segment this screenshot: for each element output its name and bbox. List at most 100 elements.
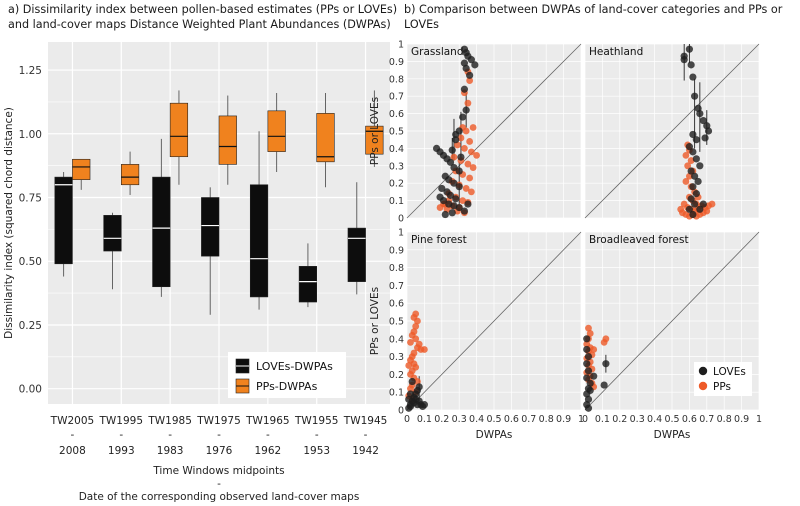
facet-y-tick-label: 0.1 xyxy=(389,388,404,399)
x-tick-label-year: 2008 xyxy=(59,445,86,457)
loves-point xyxy=(602,360,610,368)
x-tick-label-year: 1962 xyxy=(254,445,281,457)
loves-point xyxy=(691,92,699,100)
loves-point xyxy=(450,163,458,172)
loves-point xyxy=(441,210,449,219)
facet-title: Heathland xyxy=(589,46,643,58)
loves-point xyxy=(699,116,707,125)
x-tick-label-year: 1976 xyxy=(206,445,233,457)
facet-x-tick-label: 0.1 xyxy=(595,414,610,425)
facet-x-tick-label: 0.2 xyxy=(434,414,449,425)
loves-point xyxy=(687,61,695,69)
box-body xyxy=(169,102,189,158)
pps-point xyxy=(412,322,420,330)
x-tick-label-tw: TW1965 xyxy=(245,415,290,427)
facet-x-tick-label: 0.1 xyxy=(417,414,432,425)
facet-title: Broadleaved forest xyxy=(589,234,689,246)
pps-point xyxy=(462,185,470,192)
loves-point xyxy=(460,207,469,215)
loves-point xyxy=(685,205,694,213)
boxplot-chart: 0.00 0.25 0.50 0.75 1.00 1.25 TW2005 - 2008 TW199… xyxy=(3,42,390,503)
pps-point xyxy=(585,324,592,332)
pps-point xyxy=(586,330,594,337)
facet-title: Pine forest xyxy=(411,234,467,246)
x-axis-title: - xyxy=(217,478,221,490)
loves-point xyxy=(415,383,423,391)
scatter-legend-key xyxy=(698,366,708,376)
box-body xyxy=(365,125,384,155)
pps-point xyxy=(682,151,690,159)
x-axis-title: Date of the corresponding observed land-… xyxy=(79,491,360,503)
loves-point xyxy=(406,390,415,398)
facet-y-axis-title: PPs or LOVEs xyxy=(369,287,381,355)
panel-a-title-line1: a) Dissimilarity index between pollen-ba… xyxy=(8,3,398,16)
y-tick-label: 1.25 xyxy=(19,65,42,77)
identity-line xyxy=(406,43,582,219)
box-body xyxy=(54,176,73,265)
facet-x-tick-label: 0.9 xyxy=(556,414,571,425)
loves-point xyxy=(689,130,697,139)
pps-point xyxy=(467,188,475,196)
x-tick-label-year: 1983 xyxy=(157,445,184,457)
loves-point xyxy=(467,56,475,64)
panel-b-title: b) Comparison between DWPAs of land-cove… xyxy=(404,3,783,31)
loves-point xyxy=(583,360,591,368)
loves-point xyxy=(448,146,456,154)
facet-x-tick-label: 0 xyxy=(404,414,410,425)
loves-point xyxy=(584,367,593,375)
loves-point xyxy=(584,353,593,361)
facet-x-tick-label: 0.2 xyxy=(612,414,627,425)
facet-x-tick-label: 0.5 xyxy=(664,414,679,425)
facet-y-tick-label: 0.5 xyxy=(389,317,404,328)
facet-y-tick-label: 0.4 xyxy=(389,334,404,345)
loves-point xyxy=(448,209,456,217)
loves-point xyxy=(692,136,700,144)
loves-point xyxy=(460,59,469,67)
loves-point xyxy=(680,56,688,64)
loves-point xyxy=(584,404,593,412)
facet-y-tick-label: 0.7 xyxy=(389,281,404,292)
box-body xyxy=(103,215,122,252)
loves-point xyxy=(457,153,465,161)
x-tick-label-year: 1993 xyxy=(108,445,135,457)
x-tick-label-tw: TW1985 xyxy=(147,415,192,427)
loves-point xyxy=(696,162,704,170)
pps-point xyxy=(412,335,420,343)
x-tick-dash: - xyxy=(168,429,172,441)
loves-point xyxy=(687,167,695,175)
facet-x-tick-label: 0.8 xyxy=(717,414,732,425)
pps-point xyxy=(407,385,414,393)
pps-point xyxy=(459,197,467,205)
facet-y-tick-label: 0 xyxy=(398,214,404,225)
loves-point xyxy=(696,205,704,213)
pps-point xyxy=(469,124,477,131)
pps-point xyxy=(421,346,428,353)
facet-y-tick-label: 0.4 xyxy=(389,144,404,155)
pps-point xyxy=(464,99,472,107)
loves-point xyxy=(452,130,460,139)
facet-x-tick-label: 0.7 xyxy=(699,414,714,425)
x-axis-title: Time Windows midpoints xyxy=(152,465,284,477)
facet-x-tick-label: 1 xyxy=(756,414,762,425)
facet-y-tick-label: 0.9 xyxy=(389,245,404,256)
box-body xyxy=(218,115,237,165)
pps-point xyxy=(684,162,692,170)
loves-point xyxy=(415,397,423,405)
box-body xyxy=(347,227,366,282)
facet-x-tick-label: 0.3 xyxy=(452,414,467,425)
box-body xyxy=(267,110,286,152)
loves-point xyxy=(446,158,455,166)
identity-line xyxy=(584,43,760,219)
loves-point xyxy=(464,200,472,208)
identity-line xyxy=(584,231,760,411)
loves-point xyxy=(685,45,694,53)
facet-y-tick-label: 0.7 xyxy=(389,92,404,103)
scatter-legend-key xyxy=(698,381,708,391)
x-tick-dash: - xyxy=(119,429,123,441)
facet-y-tick-label: 1 xyxy=(398,40,404,51)
box-body xyxy=(120,164,140,186)
facet-x-tick-label: 0 xyxy=(582,414,588,425)
loves-point xyxy=(445,176,453,184)
facet-y-tick-label: 0.8 xyxy=(389,74,404,85)
